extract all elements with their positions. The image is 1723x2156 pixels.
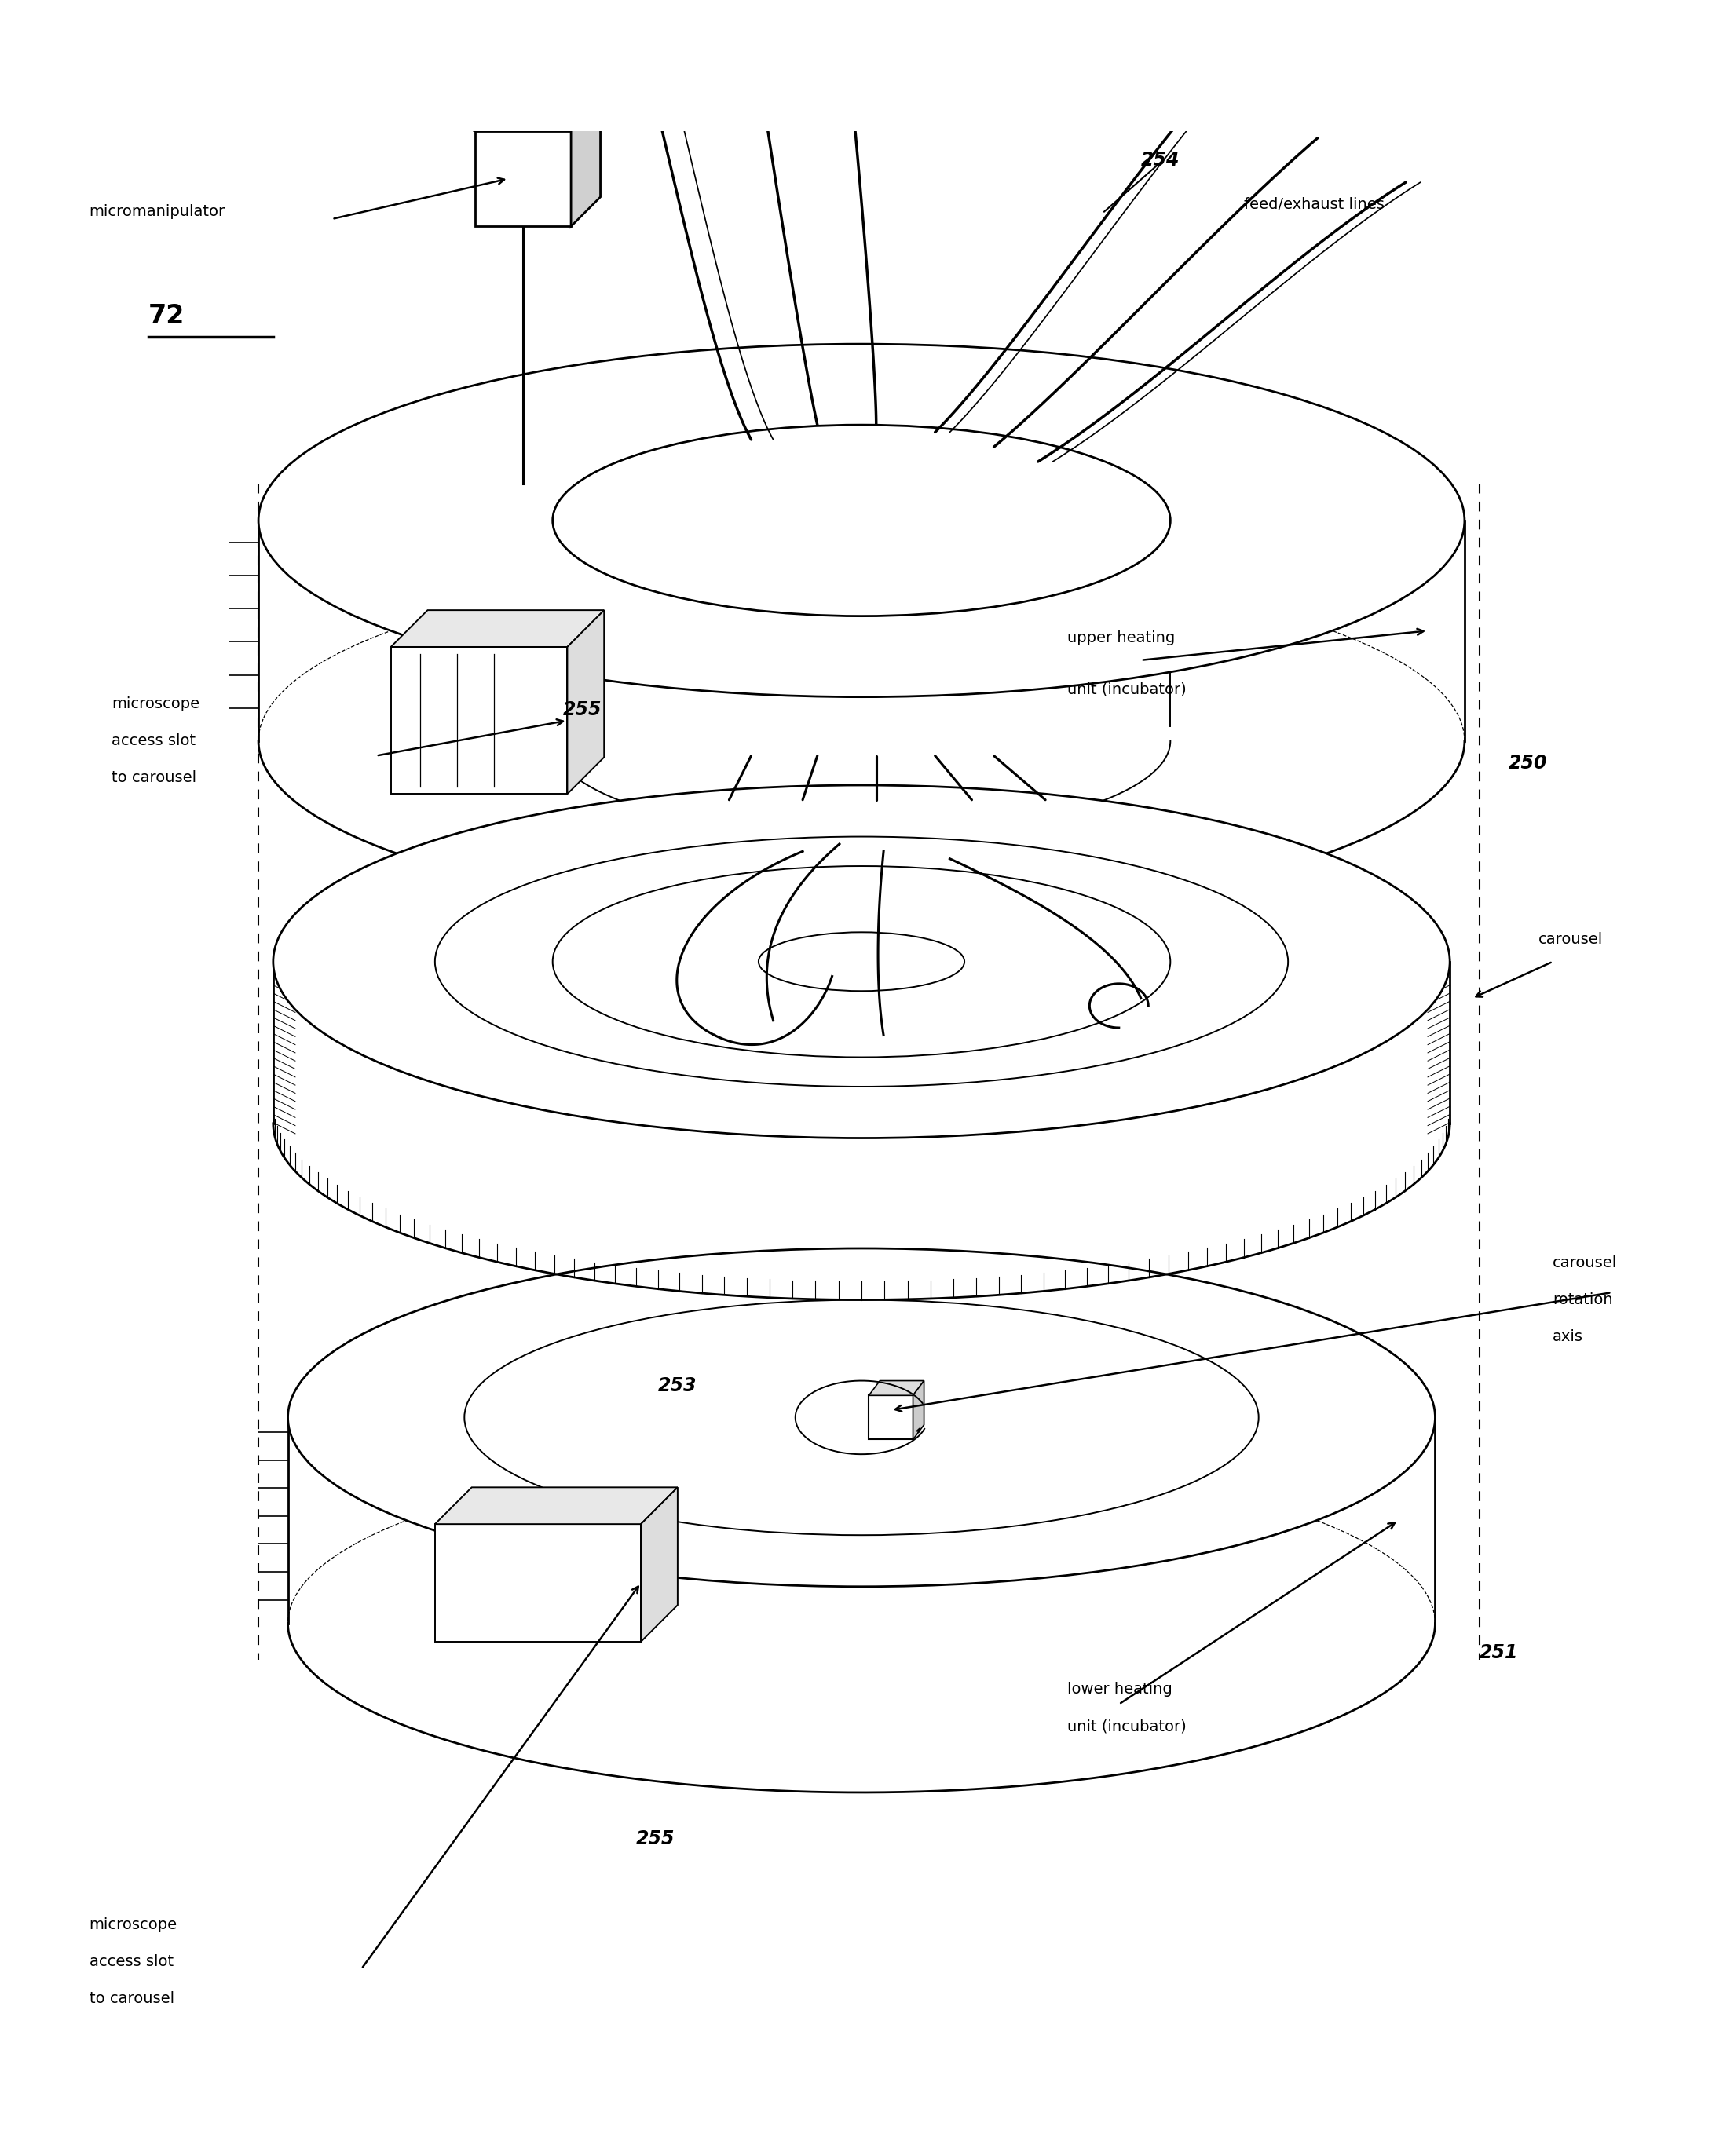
- Polygon shape: [391, 647, 567, 793]
- Ellipse shape: [288, 1248, 1435, 1587]
- Text: axis: axis: [1552, 1328, 1583, 1343]
- Ellipse shape: [553, 867, 1170, 1056]
- Polygon shape: [476, 101, 600, 132]
- Polygon shape: [288, 1416, 1435, 1623]
- Polygon shape: [391, 610, 605, 647]
- Text: unit (incubator): unit (incubator): [1068, 1718, 1187, 1733]
- Text: 255: 255: [563, 701, 601, 718]
- Text: carousel: carousel: [1539, 931, 1602, 946]
- Bar: [868, 1395, 913, 1440]
- Polygon shape: [434, 1488, 677, 1524]
- Text: 255: 255: [636, 1828, 675, 1848]
- Polygon shape: [274, 962, 1449, 1123]
- Text: access slot: access slot: [112, 733, 195, 748]
- Text: 254: 254: [1141, 151, 1180, 170]
- Ellipse shape: [258, 345, 1465, 696]
- Text: to carousel: to carousel: [90, 1990, 174, 2005]
- Polygon shape: [913, 1380, 924, 1440]
- Text: access slot: access slot: [90, 1953, 174, 1968]
- Ellipse shape: [758, 931, 965, 992]
- Polygon shape: [641, 1488, 677, 1641]
- Polygon shape: [570, 101, 600, 226]
- Text: microscope: microscope: [90, 1917, 177, 1932]
- Text: 251: 251: [1480, 1643, 1518, 1662]
- Bar: [476, 132, 570, 226]
- Text: feed/exhaust lines: feed/exhaust lines: [1244, 196, 1384, 211]
- Text: micromanipulator: micromanipulator: [90, 205, 226, 220]
- Text: upper heating: upper heating: [1068, 630, 1175, 645]
- Ellipse shape: [434, 837, 1289, 1087]
- Ellipse shape: [465, 1300, 1258, 1535]
- Text: to carousel: to carousel: [112, 770, 196, 785]
- Text: 253: 253: [658, 1376, 698, 1395]
- Text: lower heating: lower heating: [1068, 1682, 1172, 1697]
- Text: 72: 72: [148, 304, 184, 330]
- Text: unit (incubator): unit (incubator): [1068, 681, 1187, 696]
- Polygon shape: [434, 1524, 641, 1641]
- Ellipse shape: [274, 785, 1449, 1138]
- Polygon shape: [868, 1380, 924, 1395]
- Text: 250: 250: [1509, 755, 1547, 772]
- Text: microscope: microscope: [112, 696, 200, 711]
- Text: carousel: carousel: [1552, 1255, 1618, 1270]
- Text: rotation: rotation: [1552, 1291, 1613, 1307]
- Polygon shape: [258, 520, 1465, 742]
- Ellipse shape: [553, 425, 1170, 617]
- Polygon shape: [567, 610, 605, 793]
